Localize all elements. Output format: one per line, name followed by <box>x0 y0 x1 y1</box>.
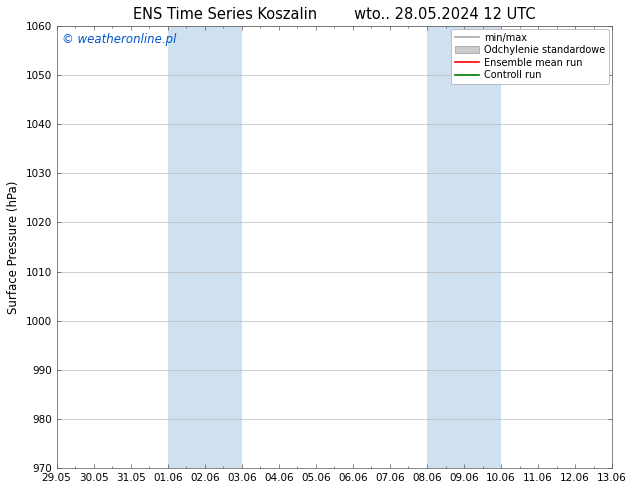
Bar <box>168 26 242 468</box>
Bar <box>427 26 501 468</box>
Legend: min/max, Odchylenie standardowe, Ensemble mean run, Controll run: min/max, Odchylenie standardowe, Ensembl… <box>451 29 609 84</box>
Title: ENS Time Series Koszalin        wto.. 28.05.2024 12 UTC: ENS Time Series Koszalin wto.. 28.05.202… <box>133 7 536 22</box>
Y-axis label: Surface Pressure (hPa): Surface Pressure (hPa) <box>7 180 20 314</box>
Text: © weatheronline.pl: © weatheronline.pl <box>62 32 176 46</box>
